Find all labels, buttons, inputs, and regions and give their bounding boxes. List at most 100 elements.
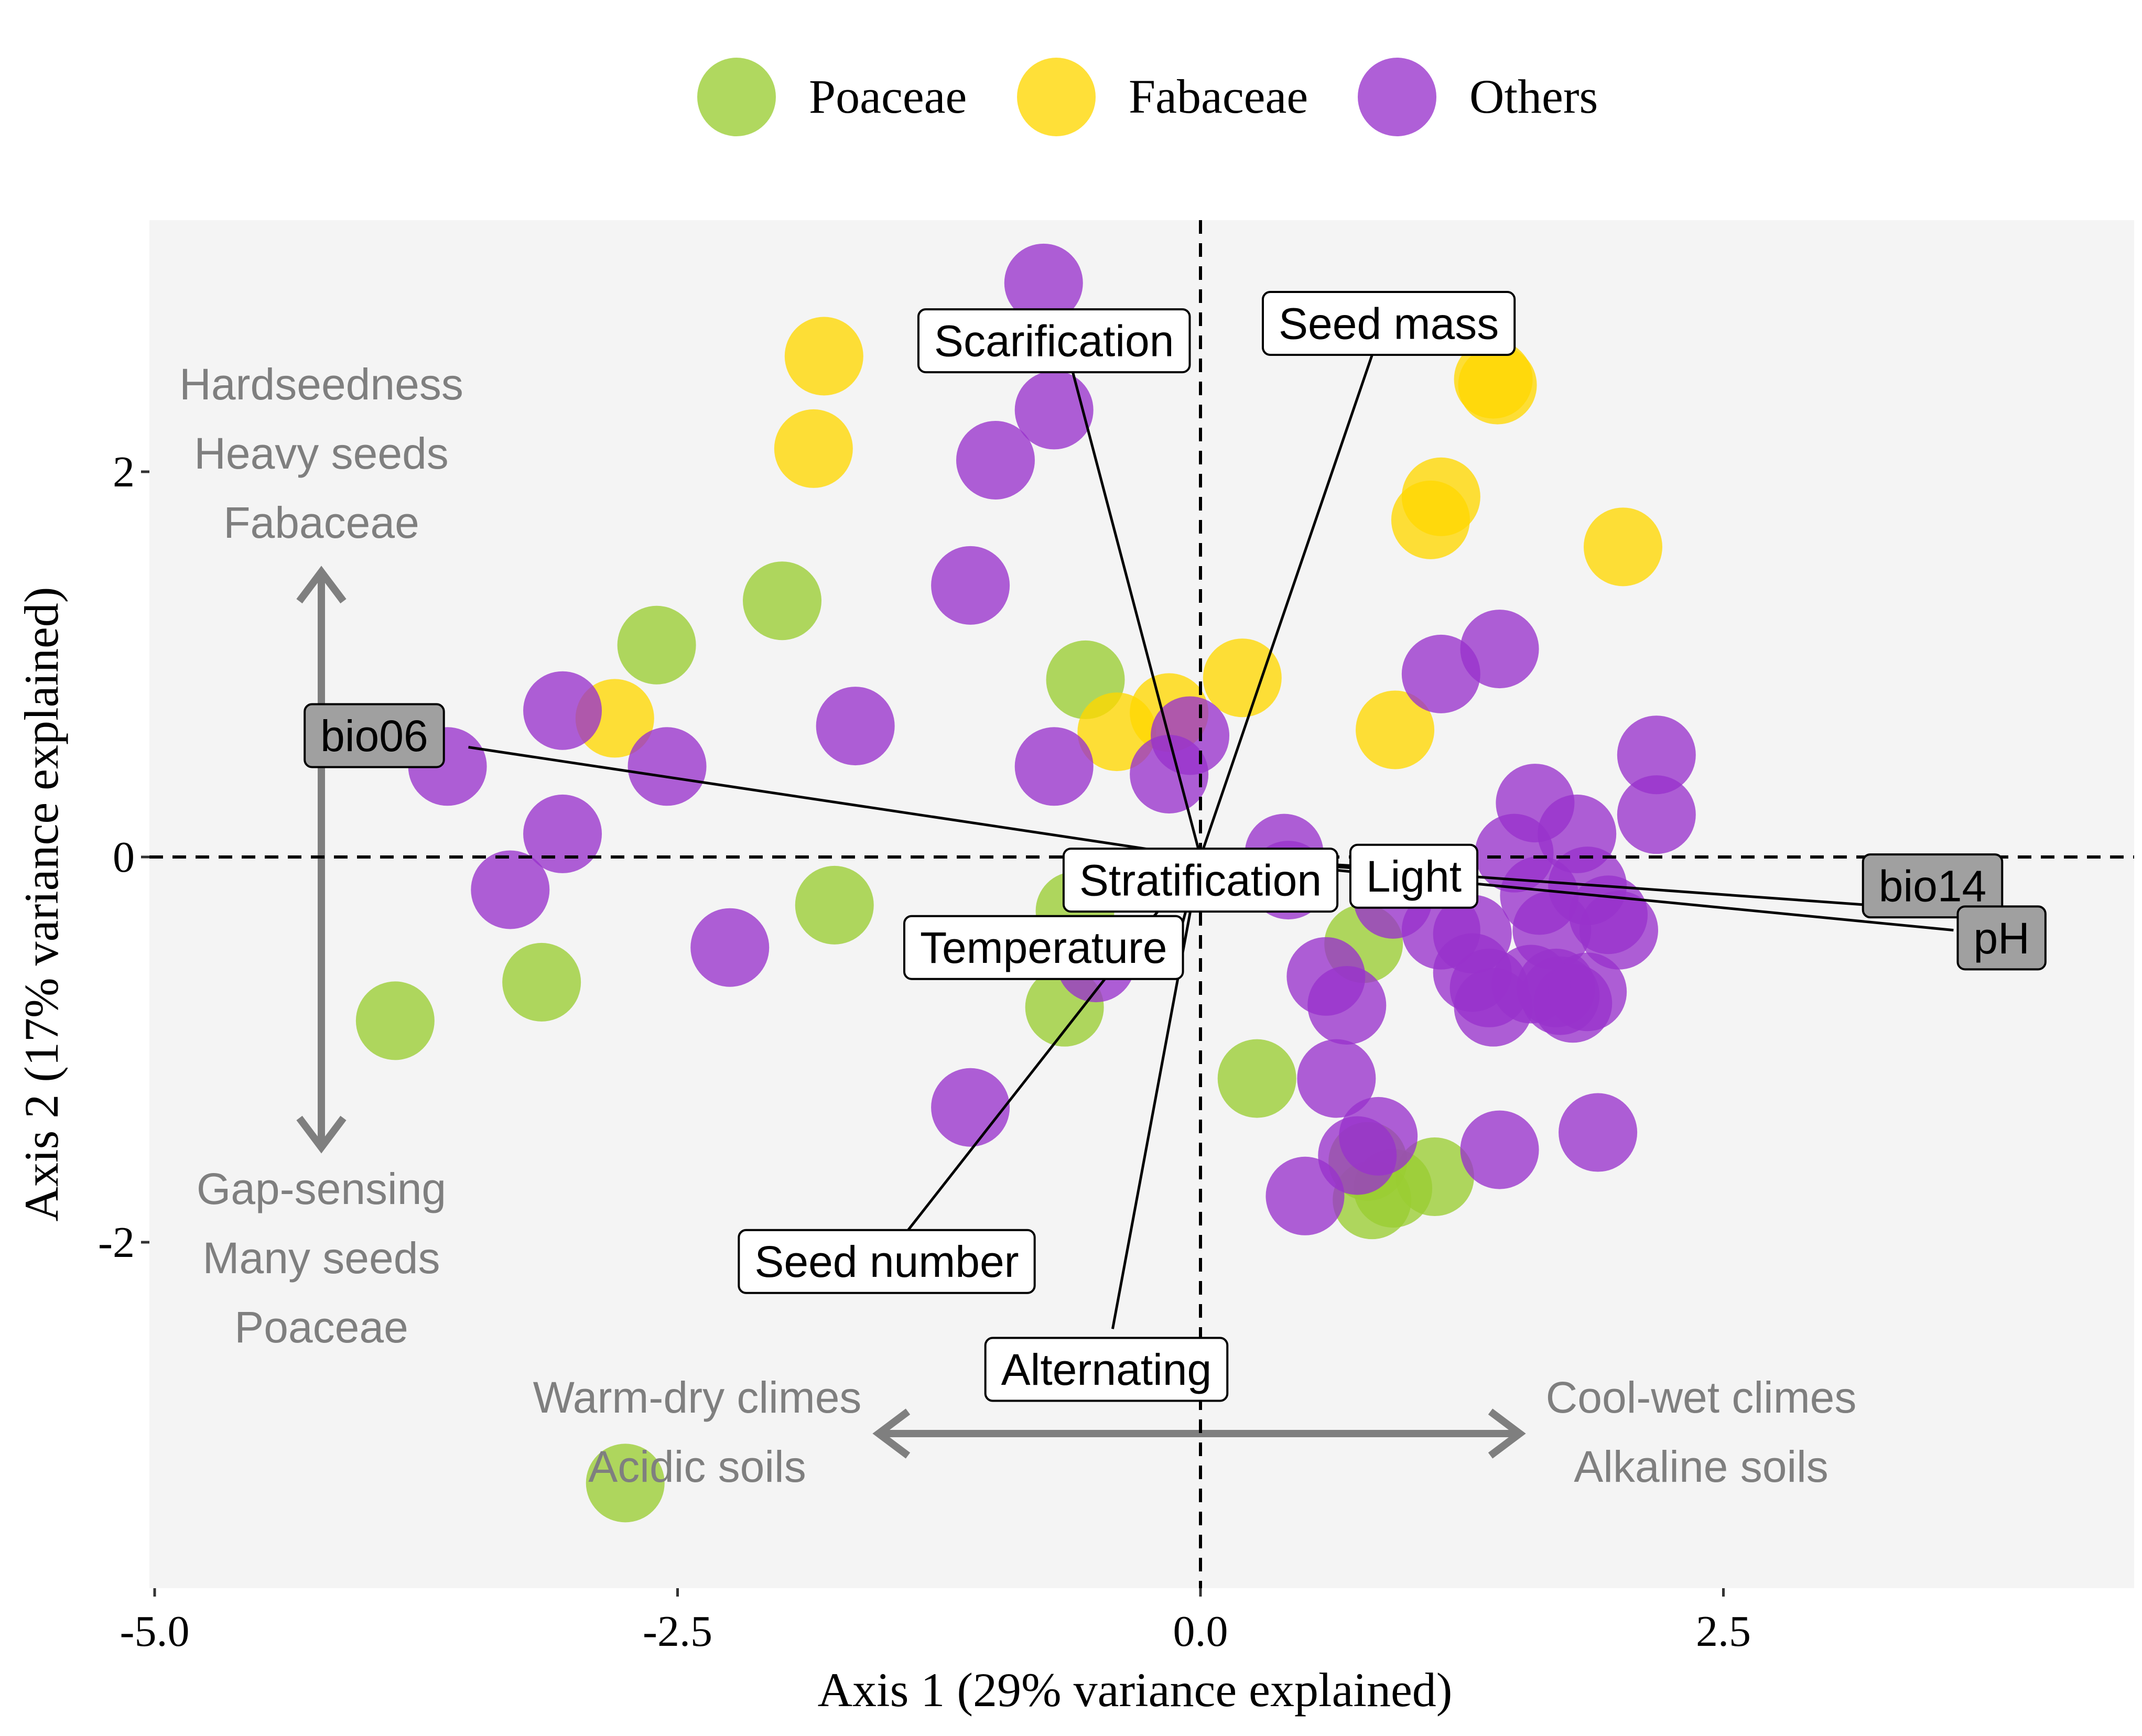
vector-label-box [984, 1337, 1229, 1402]
annotation-bottom-center-right: Cool-wet climes [1546, 1373, 1857, 1422]
vector-label-box [903, 915, 1184, 980]
x-tick-label: 2.5 [1696, 1607, 1751, 1656]
x-tick-label: -2.5 [643, 1607, 712, 1656]
point-others [471, 850, 550, 929]
vector-label-box [738, 1229, 1036, 1294]
point-poaceae [795, 865, 874, 945]
point-others [1433, 895, 1512, 973]
vector-label-text: Seed number [754, 1237, 1019, 1286]
vector-label-box [917, 308, 1191, 374]
vector-label-alternating: Alternating [984, 1337, 1229, 1402]
point-others [1014, 727, 1094, 806]
point-poaceae [1395, 1137, 1474, 1217]
point-others [523, 794, 602, 873]
point-others [1559, 1093, 1638, 1172]
point-others [816, 687, 895, 766]
vector-label-text: Light [1366, 852, 1462, 901]
arrow-head-down [296, 1115, 347, 1154]
point-others [956, 420, 1035, 500]
point-others [1617, 715, 1696, 795]
point-others [931, 1068, 1010, 1147]
point-others [1460, 1110, 1539, 1189]
vector-label-ph: pH [1956, 905, 2047, 971]
point-others [1617, 775, 1696, 854]
annotation-bottom-left: Gap-sensing [197, 1164, 446, 1213]
point-others [690, 908, 770, 987]
arrow-head-right [1488, 1408, 1526, 1459]
annotation-bottom-left: Many seeds [203, 1233, 440, 1283]
vector-label-text: Scarification [934, 317, 1174, 366]
point-others [1307, 965, 1387, 1045]
x-tick-label: -5.0 [120, 1607, 190, 1656]
point-poaceae [743, 561, 821, 641]
point-others [1151, 696, 1230, 775]
vector-scarification [1063, 340, 1202, 858]
vector-label-box [304, 703, 445, 768]
point-others [523, 671, 602, 750]
point-others [628, 727, 707, 806]
annotation-bottom-center-left: Warm-dry climes [533, 1373, 862, 1422]
annotation-bottom-left: Poaceae [234, 1303, 408, 1352]
vector-label-text: Stratification [1079, 856, 1322, 905]
point-others [1538, 794, 1617, 873]
legend-marker-fabaceae [1017, 58, 1096, 136]
point-fabaceae [774, 409, 853, 488]
annotation-top-left: Fabaceae [223, 498, 419, 547]
legend-label-fabaceae: Fabaceae [1129, 70, 1308, 123]
vector-bio06 [468, 746, 1201, 859]
point-fabaceae [1583, 507, 1662, 587]
point-others [1004, 243, 1083, 322]
legend-label-poaceae: Poaceae [809, 70, 967, 123]
point-others [1265, 1156, 1345, 1235]
legend-marker-poaceae [697, 58, 776, 136]
vector-label-box [1349, 843, 1479, 909]
point-fabaceae [1356, 690, 1435, 769]
point-poaceae [617, 605, 696, 685]
vector-alternating [1111, 856, 1202, 1329]
vector-label-text: pH [1973, 914, 2029, 963]
x-tick-label: 0.0 [1173, 1607, 1228, 1656]
annotation-bottom-center-left: Acidic soils [588, 1442, 806, 1491]
point-fabaceae [1203, 638, 1282, 718]
legend-marker-others [1358, 58, 1436, 136]
y-tick-label: 0 [113, 833, 135, 882]
legend-label-others: Others [1469, 70, 1598, 123]
vector-label-seed-number: Seed number [738, 1229, 1036, 1294]
vector-label-temperature: Temperature [903, 915, 1184, 980]
x-axis-label: Axis 1 (29% variance explained) [818, 1663, 1453, 1717]
point-others [1580, 891, 1658, 970]
point-others [1014, 371, 1094, 450]
vector-label-text: Alternating [1001, 1345, 1212, 1394]
vector-label-box [1062, 848, 1339, 913]
point-poaceae [586, 1444, 665, 1523]
point-fabaceae [784, 317, 863, 396]
annotation-bottom-center-right: Alkaline soils [1574, 1442, 1829, 1491]
y-axis-label: Axis 2 (17% variance explained) [15, 587, 68, 1222]
y-tick-label: -2 [98, 1218, 135, 1267]
point-others [1297, 1039, 1376, 1118]
vector-label-box [1261, 291, 1516, 356]
point-fabaceae [1391, 480, 1470, 559]
vector-label-text: Temperature [920, 923, 1167, 972]
annotation-top-left: Heavy seeds [194, 429, 449, 478]
point-poaceae [1217, 1039, 1296, 1118]
vector-label-scarification: Scarification [917, 308, 1191, 374]
arrow-head-left [872, 1408, 911, 1459]
annotation-top-left: Hardseedness [179, 360, 463, 409]
point-poaceae [502, 942, 581, 1022]
point-others [1401, 634, 1480, 713]
vector-label-text: bio14 [1879, 862, 1987, 911]
vector-label-seed-mass: Seed mass [1261, 291, 1516, 356]
vector-label-bio14: bio14 [1862, 853, 2004, 919]
vector-label-light: Light [1349, 843, 1479, 909]
point-others [1491, 945, 1571, 1024]
vector-label-box [1862, 853, 2004, 919]
vector-label-text: bio06 [320, 711, 428, 761]
vector-label-text: Seed mass [1279, 299, 1499, 348]
vector-seed-mass [1199, 336, 1380, 858]
vector-label-stratification: Stratification [1062, 848, 1339, 913]
point-fabaceae [1458, 345, 1537, 425]
point-poaceae [355, 981, 435, 1060]
